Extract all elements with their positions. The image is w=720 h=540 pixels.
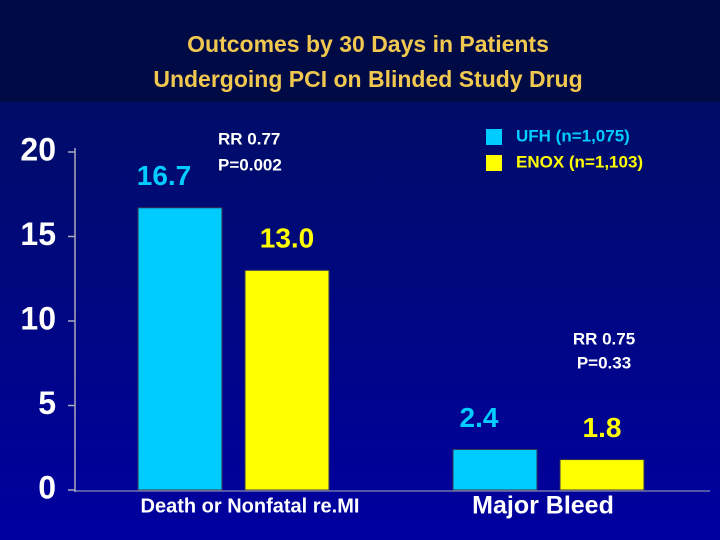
legend-label: ENOX (n=1,103) <box>516 152 643 171</box>
y-tick-label: 20 <box>20 131 56 167</box>
legend-label: UFH (n=1,075) <box>516 126 630 145</box>
x-tick-label: Major Bleed <box>472 492 614 520</box>
legend-swatch <box>486 129 502 145</box>
chart-title: Outcomes by 30 Days in Patients <box>187 31 549 57</box>
title-band <box>0 0 720 102</box>
value-label: 2.4 <box>460 402 499 433</box>
y-tick-label: 0 <box>38 469 56 505</box>
y-tick-label: 10 <box>20 300 56 336</box>
y-tick-label: 15 <box>20 216 56 252</box>
value-label: 13.0 <box>260 223 315 254</box>
legend-swatch <box>486 155 502 171</box>
chart-title: Undergoing PCI on Blinded Study Drug <box>153 66 582 92</box>
bar <box>137 207 223 491</box>
annotation: P=0.002 <box>218 155 282 174</box>
value-label: 16.7 <box>137 160 192 191</box>
annotation: RR 0.77 <box>218 129 280 148</box>
y-tick-label: 5 <box>38 385 56 421</box>
x-tick-label: Death or Nonfatal re.MI <box>141 495 360 517</box>
annotation: RR 0.75 <box>573 329 635 348</box>
bar <box>244 269 330 491</box>
bar <box>452 448 538 491</box>
value-label: 1.8 <box>583 412 622 443</box>
annotation: P=0.33 <box>577 353 631 372</box>
bar <box>559 459 645 491</box>
